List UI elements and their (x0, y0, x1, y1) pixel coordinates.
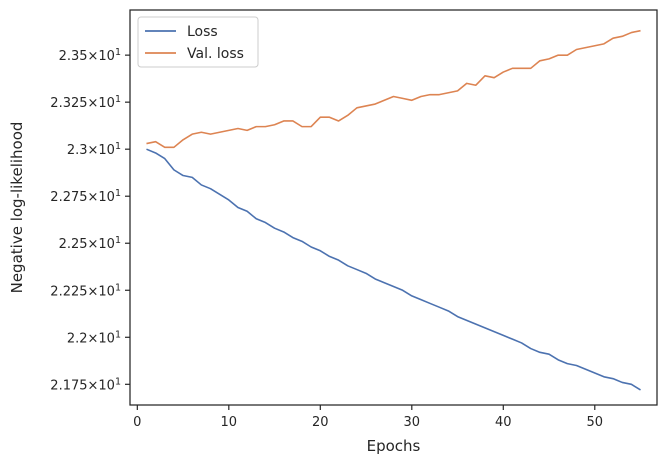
y-tick-label: 2.25×101 (59, 235, 121, 252)
y-tick-label: 2.325×101 (50, 94, 121, 111)
y-tick-exponent: 1 (115, 188, 121, 199)
y-tick-exponent: 1 (115, 376, 121, 387)
y-tick-mantissa: 2.25×10 (59, 237, 115, 252)
x-tick-label: 30 (404, 415, 421, 430)
series-line-val-loss (146, 29, 641, 149)
y-tick-mantissa: 2.35×10 (59, 49, 115, 64)
y-axis-title: Negative log-likelihood (8, 122, 26, 294)
y-tick-exponent: 1 (115, 47, 121, 58)
ticks-layer: 0 10 20 30 40 502.175×1012.2×1012.225×1012.25… (50, 47, 603, 430)
x-tick-label: 40 (495, 415, 512, 430)
y-tick-exponent: 1 (115, 282, 121, 293)
y-tick-mantissa: 2.325×10 (50, 96, 115, 111)
y-tick-mantissa: 2.225×10 (50, 284, 115, 299)
x-tick-label: 0 (133, 415, 141, 430)
y-tick-exponent: 1 (115, 141, 121, 152)
y-tick-mantissa: 2.175×10 (50, 378, 115, 393)
x-tick-label: 20 (312, 415, 329, 430)
x-axis-title: Epochs (367, 437, 421, 455)
series-layer (146, 29, 641, 391)
y-tick-exponent: 1 (115, 235, 121, 246)
y-tick-mantissa: 2.275×10 (50, 190, 115, 205)
x-tick-label: 50 (587, 415, 604, 430)
y-tick-label: 2.35×101 (59, 47, 121, 64)
legend: Loss Val. loss (137, 16, 259, 68)
series-line-loss (146, 148, 641, 391)
y-tick-mantissa: 2.3×10 (67, 143, 115, 158)
y-tick-exponent: 1 (115, 94, 121, 105)
y-tick-exponent: 1 (115, 329, 121, 340)
y-tick-label: 2.175×101 (50, 376, 121, 393)
y-tick-label: 2.225×101 (50, 282, 121, 299)
y-tick-label: 2.3×101 (67, 141, 121, 158)
legend-label: Val. loss (187, 46, 244, 62)
legend-label: Loss (187, 24, 218, 40)
y-tick-mantissa: 2.2×10 (67, 331, 115, 346)
x-tick-label: 10 (221, 415, 238, 430)
y-tick-label: 2.275×101 (50, 188, 121, 205)
y-tick-label: 2.2×101 (67, 329, 121, 346)
legend-box (137, 16, 259, 68)
axes-frame (129, 9, 658, 406)
